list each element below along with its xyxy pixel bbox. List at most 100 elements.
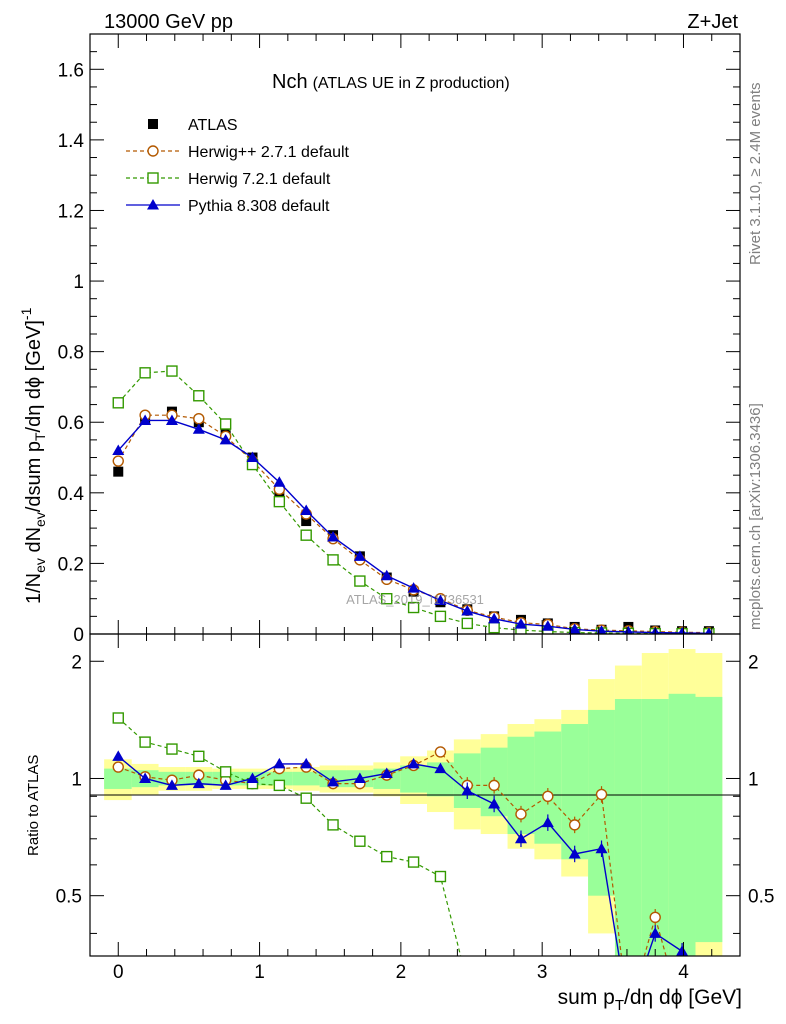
main-point-herwig7 [407,601,420,614]
ratio-point-pythia [407,757,420,769]
rivet-label: Rivet 3.1.10, ≥ 2.4M events [747,83,764,266]
ratio-point-herwig7 [219,766,232,778]
legend-item-herwig7: Herwig 7.2.1 default [126,171,331,188]
main-point-herwig7 [300,529,312,541]
main-point-pythia [380,569,393,581]
ratio-point-herwigpp [649,911,661,924]
main-point-pythia [139,414,152,425]
legend-marker-herwigpp [147,145,159,157]
legend-item-pythia: Pythia 8.308 default [126,198,330,215]
legend-label-herwigpp: Herwig++ 2.7.1 default [188,144,350,161]
main-y-tick-label: 0.4 [58,484,85,505]
ratio-series-pythia [112,750,689,956]
main-point-pythia [246,451,259,463]
main-point-pythia [705,627,713,634]
main-point-herwigpp [193,413,205,425]
main-plot-panel: ATLAS_2019_I1736531 0 0.2 0.4 0.6 0.8 1 1.2 1.4… [18,33,741,646]
main-point-pythia [165,414,178,425]
main-point-atlas [301,516,312,527]
mcplots-label: mcplots.cern.ch [arXiv:1306.3436] [747,403,764,630]
ratio-y-axis: 0.5 0.5 1 1 2 2 [56,652,774,934]
main-point-pythia [273,476,286,487]
ratio-y-axis-label: Ratio to ATLAS [25,755,42,856]
legend: ATLAS Herwig++ 2.7.1 default Herwig 7.2.1 … [126,117,350,215]
ratio-point-herwigpp [112,761,124,773]
legend-marker-atlas [148,119,158,129]
plot-title-sub: (ATLAS UE in Z production) [313,75,510,92]
main-point-pythia [327,530,340,542]
ratio-band-inner [104,768,132,789]
ratio-point-pythia [488,797,501,809]
main-y-tick-label: 0.2 [58,554,84,575]
ratio-band-inner [614,699,642,956]
ratio-plot-panel: 0.5 0.5 1 1 2 2 0 1 2 3 4 Ratio to ATLAS sum pT/d… [25,633,774,1014]
header-energy-label: 13000 GeV pp [104,11,233,33]
x-tick-label: 0 [113,962,124,983]
ratio-point-pythia [300,757,313,769]
main-point-herwig7 [139,367,151,379]
legend-label-herwig7: Herwig 7.2.1 default [188,171,331,188]
header-process-label: Z+Jet [687,11,738,33]
legend-marker-herwig7 [147,172,159,184]
main-y-axis-label: 1/Nev dNev/dsum pT/dη dϕ [GeV]-1 [18,307,48,604]
main-point-pythia [112,444,125,455]
main-point-herwig7 [354,575,366,587]
main-point-atlas [113,466,124,477]
ratio-point-herwig7 [139,736,151,748]
ratio-point-pythia [192,777,205,789]
ratio-series-herwig7 [112,712,462,956]
x-axis-label: sum pT/dη dϕ [GeV] [558,986,742,1014]
ratio-point-herwigpp [488,779,500,792]
ratio-point-herwig7 [193,750,205,763]
ratio-point-pythia [139,772,152,783]
ratio-point-herwig7 [327,819,339,831]
ratio-point-pythia [568,847,581,859]
ratio-point-herwigpp [542,790,554,802]
main-point-pythia [623,625,634,634]
main-point-pythia [434,594,447,605]
ratio-point-herwigpp [515,808,527,820]
main-y-tick-label: 1.4 [58,131,85,152]
main-point-herwig7 [219,418,232,430]
main-point-pythia [219,433,232,445]
legend-item-herwigpp: Herwig++ 2.7.1 default [126,144,350,161]
x-tick-label: 3 [537,962,548,983]
main-y-tick-label: 1 [73,272,84,293]
ratio-point-pythia [112,750,125,761]
plot-title: Nch (ATLAS UE in Z production) [272,71,510,93]
legend-marker-pythia [147,199,159,210]
ratio-point-herwig7 [166,743,178,755]
watermark: ATLAS_2019_I1736531 [346,592,484,607]
ratio-y-tick-label: 1 [71,769,82,790]
plot-title-main: Nch [272,71,308,93]
main-point-pythia [192,423,205,434]
ratio-point-herwigpp [568,819,581,831]
main-line-herwig7 [117,370,709,634]
main-point-pythia [541,620,554,631]
ratio-point-pythia [649,927,662,938]
ratio-point-pythia [219,779,232,790]
main-y-tick-label: 1.6 [58,60,84,81]
main-point-herwig7 [461,617,473,630]
ratio-y-tick-label-right: 2 [748,652,759,673]
ratio-point-pythia [514,832,527,844]
main-point-pythia [353,550,366,561]
main-y-axis: 0 0.2 0.4 0.6 0.8 1 1.2 1.4 1.6 [58,51,740,646]
main-point-herwig7 [166,365,178,377]
main-point-herwig7 [488,621,500,634]
main-point-herwigpp [112,455,124,467]
ratio-point-pythia [165,779,178,790]
main-point-herwig7 [193,390,205,402]
ratio-y-tick-label-right: 1 [748,769,759,790]
ratio-y-tick-label: 2 [71,652,82,673]
ratio-point-pythia [327,775,340,787]
main-point-pythia [407,582,420,593]
main-point-pythia [461,605,474,616]
main-point-pythia [488,612,501,624]
main-point-herwig7 [273,495,286,508]
main-line-herwigpp [117,414,709,634]
legend-item-atlas: ATLAS [148,117,238,134]
ratio-point-pythia [676,945,689,956]
ratio-point-herwig7 [354,835,366,847]
